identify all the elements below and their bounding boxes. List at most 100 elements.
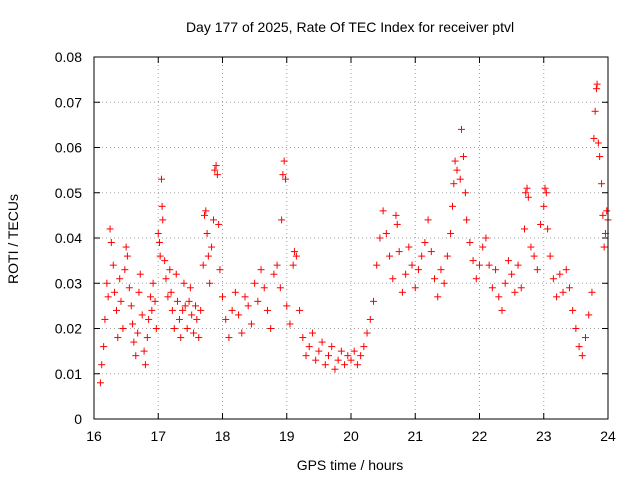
data-point <box>116 275 124 283</box>
data-point <box>485 261 493 269</box>
data-point <box>389 275 397 283</box>
data-point <box>353 361 361 369</box>
data-point <box>101 315 109 323</box>
data-point <box>578 352 586 360</box>
data-point <box>453 166 461 174</box>
x-tick-label: 24 <box>600 428 616 444</box>
data-point <box>117 297 125 305</box>
x-tick-label: 19 <box>279 428 295 444</box>
data-point <box>334 356 342 364</box>
data-point <box>161 257 169 265</box>
data-point <box>197 306 205 314</box>
data-point <box>553 293 561 301</box>
data-point <box>273 261 281 269</box>
data-point <box>283 302 291 310</box>
data-point <box>437 266 445 274</box>
data-point <box>504 257 512 265</box>
data-point <box>593 80 601 88</box>
data-point <box>204 252 212 260</box>
data-point <box>321 361 329 369</box>
data-point <box>175 315 183 323</box>
data-point <box>157 175 165 183</box>
data-point <box>296 306 304 314</box>
y-tick-label: 0.04 <box>55 230 82 246</box>
data-point <box>447 229 455 237</box>
data-point <box>524 193 532 201</box>
data-point <box>179 306 187 314</box>
y-tick-label: 0 <box>74 411 82 427</box>
data-point <box>219 293 226 301</box>
data-point <box>244 302 252 310</box>
data-point <box>278 216 286 224</box>
data-point <box>290 248 298 256</box>
data-point <box>203 229 211 237</box>
data-point <box>279 171 287 179</box>
data-point <box>527 243 535 251</box>
data-point <box>123 252 131 260</box>
data-point <box>121 266 129 274</box>
data-point <box>559 288 567 296</box>
data-point <box>201 211 209 219</box>
y-tick-label: 0.05 <box>55 185 82 201</box>
data-point <box>106 225 114 233</box>
data-point <box>594 139 602 147</box>
data-point <box>463 216 471 224</box>
data-point <box>440 279 448 287</box>
y-axis-label: ROTI / TECUs <box>5 194 21 284</box>
data-point <box>382 229 390 237</box>
data-point <box>344 352 352 360</box>
data-point <box>199 261 207 269</box>
data-point <box>427 248 435 256</box>
data-point <box>100 343 108 351</box>
data-point <box>421 239 429 247</box>
data-point <box>328 343 336 351</box>
data-point <box>523 184 531 192</box>
x-tick-label: 16 <box>86 428 102 444</box>
data-point <box>172 270 180 278</box>
data-point <box>235 311 243 319</box>
data-point <box>174 297 182 305</box>
data-point <box>569 306 577 314</box>
data-point <box>451 157 459 165</box>
data-point <box>476 261 483 269</box>
data-point <box>449 202 457 210</box>
y-tick-label: 0.07 <box>55 94 82 110</box>
data-point <box>379 207 387 215</box>
data-point <box>216 266 224 274</box>
data-point <box>96 379 104 387</box>
data-point <box>357 352 365 360</box>
data-point <box>138 311 146 319</box>
data-point <box>511 288 519 296</box>
data-point <box>556 270 564 278</box>
data-point <box>472 275 480 283</box>
data-point <box>522 189 530 197</box>
chart-title: Day 177 of 2025, Rate Of TEC Index for r… <box>186 19 514 35</box>
data-point <box>222 315 230 323</box>
data-point <box>135 288 143 296</box>
data-point <box>145 315 153 323</box>
data-point <box>600 243 608 251</box>
data-point <box>241 293 249 301</box>
data-point <box>373 261 381 269</box>
data-point <box>158 202 166 210</box>
data-point <box>492 266 500 274</box>
x-tick-label: 20 <box>343 428 359 444</box>
data-point <box>185 297 193 305</box>
data-point <box>111 288 119 296</box>
data-point <box>281 175 289 183</box>
data-point <box>104 293 112 301</box>
data-point <box>458 125 466 133</box>
data-point <box>292 252 300 260</box>
data-point <box>598 180 606 188</box>
data-point <box>125 284 133 292</box>
data-point <box>181 302 189 310</box>
data-point <box>405 243 413 251</box>
data-point <box>143 334 151 342</box>
data-point <box>443 252 451 260</box>
data-point <box>149 279 157 287</box>
data-point <box>151 297 159 305</box>
x-axis-label: GPS time / hours <box>297 457 404 473</box>
data-point <box>260 284 268 292</box>
data-point <box>156 239 164 247</box>
data-point <box>183 325 191 332</box>
